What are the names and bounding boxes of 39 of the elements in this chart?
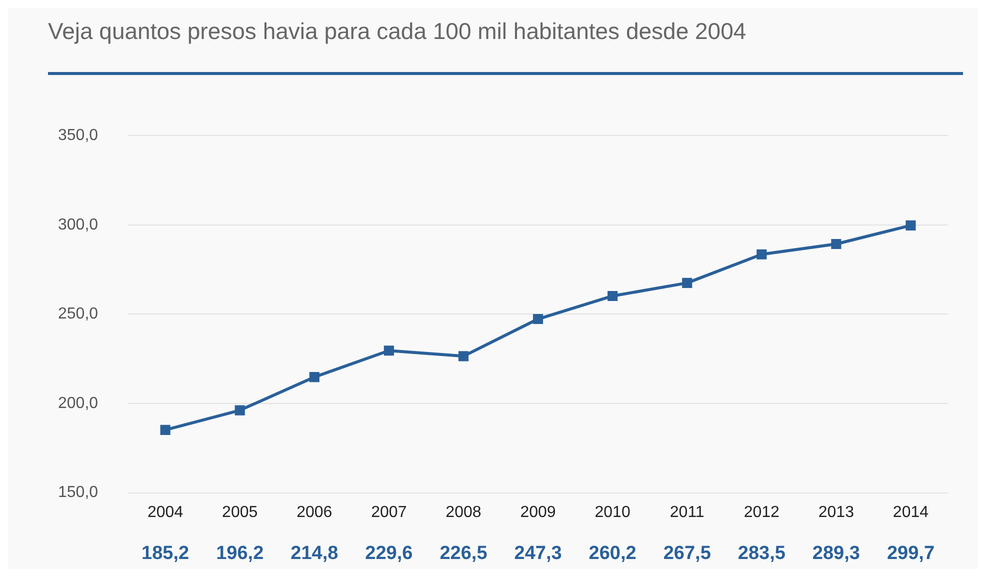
x-tick-label: 2008: [446, 504, 482, 521]
data-label: 267,5: [663, 543, 712, 564]
point: [532, 314, 544, 324]
data-label: 226,5: [440, 543, 488, 564]
x-tick-label: 2009: [520, 504, 556, 521]
data-label: 214,8: [290, 543, 338, 564]
y-tick-label: 200,0: [58, 394, 98, 412]
point: [309, 372, 320, 382]
point: [234, 405, 245, 416]
y-tick-label: 350,0: [58, 127, 98, 144]
data-label: 229,6: [365, 543, 413, 564]
data-label: 196,2: [216, 543, 264, 564]
x-tick-label: 2010: [594, 504, 630, 521]
point: [160, 424, 170, 435]
x-tick-label: 2014: [892, 504, 929, 521]
point: [608, 290, 618, 302]
y-tick-label: 150,0: [58, 484, 98, 502]
data-label: 299,7: [886, 543, 935, 564]
data-label: 289,3: [812, 543, 860, 564]
data-label: 260,2: [588, 543, 636, 564]
y-tick-label: 300,0: [58, 216, 98, 234]
x-tick-label: 2006: [296, 504, 332, 521]
point: [831, 238, 842, 250]
x-tick-label: 2007: [371, 504, 407, 521]
x-tick-label: 2004: [148, 504, 184, 521]
x-tick-label: 2013: [818, 504, 854, 521]
data-label: 283,5: [738, 543, 786, 564]
data-label: 247,3: [514, 543, 562, 564]
x-tick-label: 2011: [670, 504, 704, 521]
data-label: 185,2: [142, 543, 190, 564]
x-tick-label: 2005: [222, 504, 258, 521]
point: [682, 278, 692, 288]
point: [458, 351, 469, 362]
chart-title: Veja quantos presos havia para cada 100 mil habitantes desde 2004: [48, 18, 746, 45]
y-tick-label: 250,0: [58, 306, 98, 323]
point: [756, 249, 767, 260]
point: [906, 220, 916, 230]
x-tick-label: 2012: [744, 504, 780, 521]
point: [384, 346, 394, 356]
